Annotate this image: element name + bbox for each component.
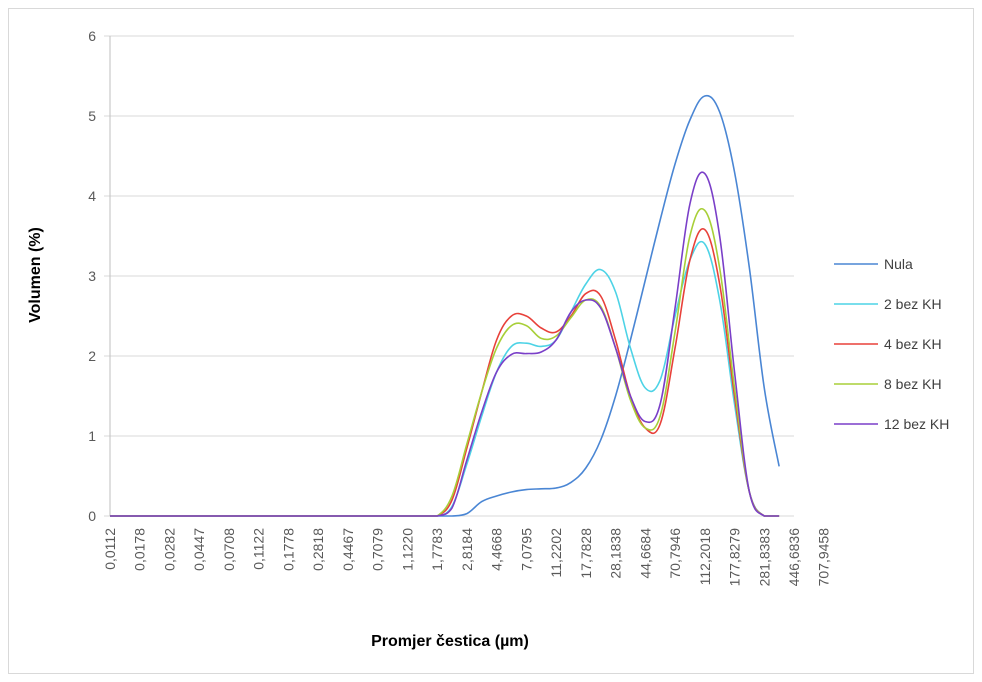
y-tick-label: 2 (88, 348, 96, 364)
series-line-12-bez-kh (109, 171, 780, 517)
x-tick-label: 281,8383 (756, 528, 772, 587)
x-tick-label: 707,9458 (816, 528, 832, 587)
y-tick-label: 4 (88, 188, 96, 204)
y-tick-label: 1 (88, 428, 96, 444)
x-tick-label: 177,8279 (727, 528, 743, 587)
x-tick-label: 0,0112 (102, 528, 118, 570)
x-tick-label: 0,2818 (310, 528, 326, 571)
y-tick-label: 3 (88, 268, 96, 284)
x-tick-label: 0,4467 (340, 528, 356, 571)
x-tick-label: 28,1838 (608, 528, 624, 579)
legend-label: 2 bez KH (884, 296, 942, 312)
series-lines (109, 94, 780, 517)
x-tick-label: 44,6684 (637, 528, 653, 579)
x-tick-label: 11,2202 (548, 528, 564, 578)
x-tick-label: 0,1122 (251, 528, 267, 570)
series-line-4-bez-kh (109, 227, 780, 517)
x-tick-label: 446,6836 (786, 528, 802, 587)
x-axis-title: Promjer čestica (µm) (371, 633, 529, 650)
x-tick-label: 0,0447 (191, 528, 207, 571)
x-tick-label: 1,1220 (399, 528, 415, 571)
x-tick-label: 2,8184 (459, 528, 475, 571)
x-tick-label: 0,0178 (132, 528, 148, 571)
grid-lines (104, 35, 794, 517)
x-tick-label: 70,7946 (667, 528, 683, 579)
x-axis-ticks: 0,0112 0,0178 0,0282 0,0447 0,0708 0,1122 0,17… (102, 528, 832, 587)
legend-label: 8 bez KH (884, 376, 942, 392)
y-axis-title: Volumen (%) (27, 227, 44, 323)
y-tick-label: 6 (88, 28, 96, 44)
x-tick-label: 0,1778 (280, 528, 296, 571)
x-tick-label: 17,7828 (578, 528, 594, 579)
y-axis-ticks: 0 1 2 3 4 5 6 (88, 28, 96, 524)
y-tick-label: 5 (88, 108, 96, 124)
legend-label: 4 bez KH (884, 336, 942, 352)
legend-label: 12 bez KH (884, 416, 949, 432)
x-tick-label: 0,0708 (221, 528, 237, 571)
legend: Nula 2 bez KH 4 bez KH 8 bez KH 12 bez KH (834, 256, 949, 432)
x-tick-label: 4,4668 (489, 528, 505, 571)
y-tick-label: 0 (88, 508, 96, 524)
series-line-8-bez-kh (109, 208, 780, 517)
legend-label: Nula (884, 256, 913, 272)
x-tick-label: 0,7079 (370, 528, 386, 571)
x-tick-label: 7,0795 (518, 528, 534, 571)
x-tick-label: 0,0282 (161, 528, 177, 571)
x-tick-label: 112,2018 (697, 528, 713, 586)
chart-frame (8, 8, 974, 674)
x-tick-label: 1,7783 (429, 528, 445, 571)
